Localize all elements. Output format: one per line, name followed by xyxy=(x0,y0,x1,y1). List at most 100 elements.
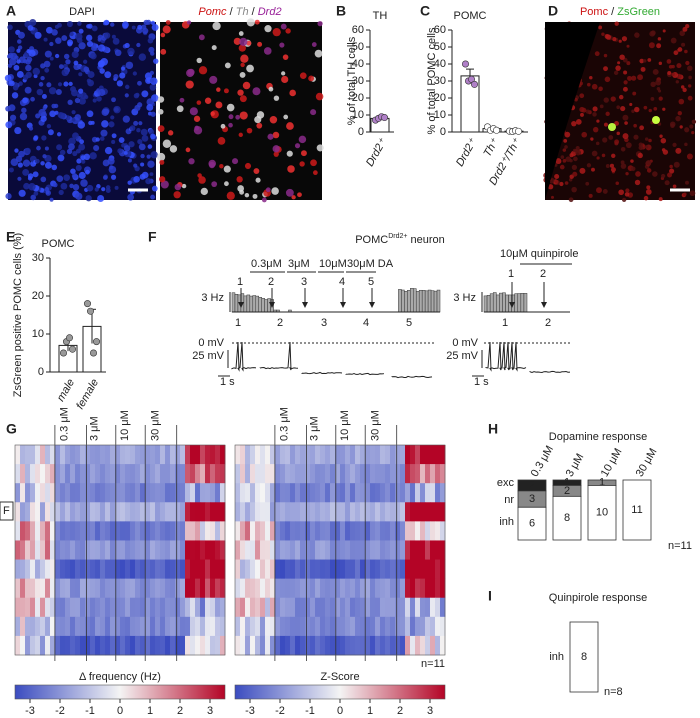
heat-cell xyxy=(290,540,296,560)
heat-cell xyxy=(220,559,226,580)
cell xyxy=(669,121,676,127)
heat-cell xyxy=(90,559,96,580)
cell xyxy=(210,111,215,116)
cell xyxy=(17,45,23,50)
heat-cell xyxy=(30,464,36,484)
heat-cell xyxy=(375,616,381,637)
stack-segment xyxy=(517,506,547,541)
colorbar-tick-label: -3 xyxy=(245,705,255,717)
cell xyxy=(254,116,262,124)
heat-cell xyxy=(405,521,411,541)
heat-cell xyxy=(70,616,76,637)
cell xyxy=(255,177,261,183)
heat-cell xyxy=(55,483,61,503)
heat-cell xyxy=(395,635,401,656)
heat-cell xyxy=(405,445,411,465)
heat-cell xyxy=(365,445,371,465)
heat-cell xyxy=(245,616,251,637)
cell xyxy=(667,172,673,178)
heat-cell xyxy=(425,578,431,599)
cell xyxy=(118,137,125,143)
heat-cell xyxy=(330,635,336,656)
heat-cell xyxy=(150,597,156,618)
heat-cell xyxy=(280,483,286,503)
panel-title: TH xyxy=(373,10,388,22)
count-label: 1 xyxy=(599,477,605,489)
row-marker-box xyxy=(0,501,14,521)
heat-cell xyxy=(265,521,271,541)
scale-label: 1 s xyxy=(474,376,489,388)
heat-cell xyxy=(40,597,46,618)
heat-cell xyxy=(405,502,411,522)
epoch-label: 1 xyxy=(502,317,508,329)
cell xyxy=(56,175,64,183)
heat-cell xyxy=(270,483,276,503)
heat-cell xyxy=(140,445,146,465)
heat-cell xyxy=(15,464,21,484)
dose-label: 0.3 μM xyxy=(278,407,290,441)
heat-cell xyxy=(160,445,166,465)
heat-cell xyxy=(20,635,26,656)
y-axis-label: % of total TH cells xyxy=(346,36,358,125)
cell xyxy=(279,42,285,48)
heat-cell xyxy=(30,597,36,618)
cell xyxy=(611,153,616,159)
cell xyxy=(185,80,194,89)
heat-cell xyxy=(295,540,301,560)
heat-cell xyxy=(360,540,366,560)
y-tick-label: 0 xyxy=(358,126,364,138)
heat-cell xyxy=(125,483,131,503)
heat-cell xyxy=(140,540,146,560)
heat-cell xyxy=(435,635,441,656)
cell xyxy=(150,20,155,26)
cell xyxy=(28,126,34,131)
cell xyxy=(9,114,17,121)
cell xyxy=(299,72,307,79)
heat-cell xyxy=(250,540,256,560)
heat-cell xyxy=(75,616,81,637)
heat-cell xyxy=(400,483,406,503)
row-label: inh xyxy=(499,516,514,528)
heat-cell xyxy=(245,597,251,618)
cell xyxy=(179,97,185,103)
heat-cell xyxy=(95,540,101,560)
heat-cell xyxy=(160,521,166,541)
heat-cell xyxy=(275,616,281,637)
heat-cell xyxy=(50,483,56,503)
cell xyxy=(228,122,233,128)
cell xyxy=(571,120,577,127)
cell xyxy=(40,63,46,69)
cell xyxy=(144,72,153,80)
cell xyxy=(688,75,692,80)
cell xyxy=(21,107,27,114)
heat-cell xyxy=(240,521,246,541)
heat-cell xyxy=(285,540,291,560)
cell xyxy=(157,125,165,132)
heat-cell xyxy=(255,464,261,484)
cell xyxy=(640,66,646,72)
heat-cell xyxy=(385,578,391,599)
rate-bin xyxy=(489,293,494,313)
heat-cell xyxy=(325,540,331,560)
colorbar xyxy=(234,684,446,700)
cell xyxy=(55,89,62,96)
heat-cell xyxy=(160,597,166,618)
cell xyxy=(579,167,586,174)
cell xyxy=(605,164,610,168)
heat-cell xyxy=(30,578,36,599)
heat-cell xyxy=(270,445,276,465)
rate-bin xyxy=(433,290,438,313)
cell xyxy=(49,56,54,61)
cell xyxy=(648,42,655,49)
cell xyxy=(18,81,23,86)
stain-label: DAPI xyxy=(69,6,95,18)
heat-cell xyxy=(250,445,256,465)
heat-cell xyxy=(380,483,386,503)
y-tick-label: 40 xyxy=(352,58,364,70)
n-label: n=11 xyxy=(421,658,445,670)
cell xyxy=(51,164,58,171)
cell xyxy=(165,20,171,25)
cell xyxy=(585,109,590,114)
heat-cell xyxy=(120,483,126,503)
cell xyxy=(645,160,652,166)
